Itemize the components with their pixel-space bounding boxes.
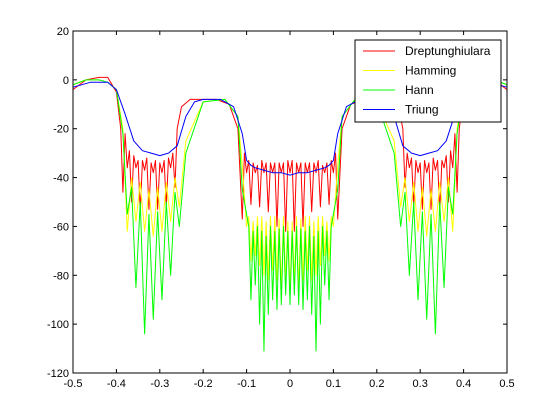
legend: Dreptunghiulara Hamming Hann Triung: [354, 39, 502, 123]
x-tick-label: 0.4: [456, 378, 471, 390]
y-tick-label: 20: [57, 26, 69, 38]
y-tick-label: -60: [53, 221, 69, 233]
y-tick-label: -40: [53, 173, 69, 185]
x-tick-label: 0.3: [413, 378, 428, 390]
legend-entry-label: Hamming: [405, 64, 456, 78]
legend-entry-label: Dreptunghiulara: [405, 44, 491, 58]
x-tick-label: 0.2: [369, 378, 384, 390]
y-tick-label: -100: [47, 319, 69, 331]
x-tick-label: -0.5: [64, 378, 83, 390]
series-line-triung: [72, 81, 508, 176]
x-tick-label: -0.1: [237, 378, 256, 390]
x-tick-label: 0: [287, 378, 293, 390]
y-tick-label: 0: [63, 75, 69, 87]
y-tick-label: -80: [53, 270, 69, 282]
x-tick-label: -0.2: [194, 378, 213, 390]
legend-entry-label: Triung: [405, 103, 439, 117]
ticks-layer: -0.5 -0.4 -0.3 -0.2 -0.1 0 0.1 0.2 0.3 0.4 0.5 20 0 -…: [47, 26, 515, 390]
y-tick-label: -120: [47, 368, 69, 380]
x-tick-label: -0.4: [107, 378, 126, 390]
legend-entry-label: Hann: [405, 83, 434, 97]
x-tick-label: 0.5: [499, 378, 514, 390]
series-line-dreptunghiulara: [72, 76, 508, 232]
series-line-hann: [72, 79, 508, 352]
x-tick-label: 0.1: [326, 378, 341, 390]
series-layer: [72, 76, 508, 352]
x-tick-label: -0.3: [150, 378, 169, 390]
legend-box: [354, 39, 502, 123]
y-tick-label: -20: [53, 124, 69, 136]
